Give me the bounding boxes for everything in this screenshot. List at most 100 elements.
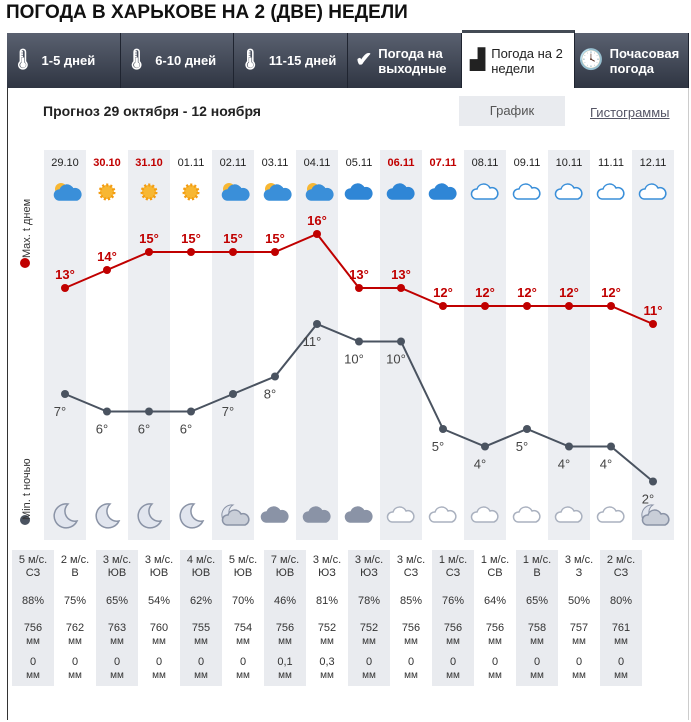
night-cloud-icon [302, 506, 331, 523]
night-temp-label: 11° [303, 334, 322, 349]
date-label: 01.11 [178, 157, 205, 169]
humidity-cell: 64% [483, 594, 507, 607]
precip-cell: 0 мм [516, 652, 558, 686]
column-stripe [632, 150, 674, 540]
precip-cell: 0 мм [68, 656, 82, 681]
wind-cell: 1 м/с. СВ [480, 554, 510, 579]
humidity-cell: 54% [147, 594, 171, 607]
check-icon: ✔ [355, 49, 373, 71]
precip-cell: 0 мм [236, 656, 250, 681]
pressure-cell: 761 мм [600, 618, 642, 652]
wind-cell: 2 м/с. СЗ [600, 550, 642, 584]
day-temp-label: 13° [391, 267, 411, 282]
day-partly-cloudy-icon [263, 183, 292, 201]
wind-cell: 1 м/с. В [516, 550, 558, 584]
night-temp-point [61, 390, 69, 398]
night-temp-point [145, 407, 153, 416]
day-temp-label: 16° [307, 213, 327, 228]
day-temp-point [397, 284, 405, 292]
tab-0[interactable]: 🌡 1-5 дней [7, 33, 121, 88]
day-sun-icon [140, 183, 158, 201]
column-stripe [128, 150, 170, 540]
pressure-cell: 756 мм [264, 618, 306, 652]
day-temp-point [103, 266, 111, 274]
humidity-cell: 76% [432, 584, 474, 618]
wind-cell: 2 м/с. В [60, 554, 90, 579]
day-partly-cloudy-icon [221, 183, 250, 201]
date-label: 31.10 [135, 157, 163, 169]
day-temp-point [187, 248, 195, 256]
night-temp-point [271, 372, 279, 381]
wind-cell: 3 м/с. ЮЗ [312, 554, 342, 579]
humidity-cell: 46% [264, 584, 306, 618]
humidity-cell: 70% [231, 594, 255, 607]
tab-2[interactable]: 🌡 11-15 дней [234, 33, 349, 88]
details-table: 5 м/с. СЗ 2 м/с. В 3 м/с. ЮВ 3 м/с. ЮВ 4 м/с. ЮВ 5… [12, 550, 642, 686]
column-stripe [296, 150, 338, 540]
night-temp-label: 2° [642, 492, 654, 507]
thermometer-icon: 🌡 [10, 49, 36, 71]
date-label: 30.10 [93, 157, 121, 169]
tab-1[interactable]: 🌡 6-10 дней [121, 33, 235, 88]
pressure-cell: 757 мм [569, 622, 589, 647]
tab-4[interactable]: ▟ Погода на 2 недели [461, 30, 576, 88]
tab-label: Почасовая погода [609, 45, 680, 76]
humidity-cell: 78% [348, 584, 390, 618]
thermometer-icon: 🌡 [237, 49, 263, 71]
humidity-cell: 85% [399, 594, 423, 607]
column-stripe [464, 150, 506, 540]
histogram-view-link[interactable]: Гистограммы [590, 105, 670, 120]
precip-cell: 0 мм [96, 652, 138, 686]
night-cloud-outline-icon [386, 506, 415, 523]
humidity-cell: 75% [63, 594, 87, 607]
humidity-cell: 88% [12, 584, 54, 618]
column-stripe [548, 150, 590, 540]
day-partly-cloudy-icon [305, 183, 334, 201]
day-temp-label: 12° [433, 285, 453, 300]
day-temp-point [523, 302, 531, 310]
night-cloud-outline-icon [596, 506, 625, 523]
pressure-cell: 756 мм [432, 618, 474, 652]
precip-cell: 0 мм [180, 652, 222, 686]
graph-view-button[interactable]: График [459, 96, 565, 126]
humidity-cell: 65% [96, 584, 138, 618]
night-temp-point [397, 337, 405, 346]
precip-cell: 0 мм [12, 652, 54, 686]
day-temp-label: 12° [559, 285, 579, 300]
day-cloud-outline-icon [638, 183, 667, 200]
day-cloud-outline-icon [470, 183, 499, 200]
wind-cell: 3 м/с. ЮВ [144, 554, 174, 579]
date-label: 12.11 [640, 157, 667, 169]
night-moon-cloud-icon [221, 504, 250, 526]
wind-cell: 3 м/с. ЮВ [96, 550, 138, 584]
tab-5[interactable]: 🕓 Почасовая погода [575, 33, 690, 88]
tab-3[interactable]: ✔ Погода на выходные [348, 33, 462, 88]
tab-label: 6-10 дней [155, 53, 217, 68]
night-temp-point [481, 442, 489, 451]
wind-cell: 3 м/с. СЗ [396, 554, 426, 579]
day-temp-label: 15° [223, 231, 243, 246]
period-tabs: 🌡 1-5 дней 🌡 6-10 дней 🌡 11-15 дней ✔ Погода на… [7, 30, 690, 88]
day-temp-point [355, 284, 363, 292]
day-temp-label: 15° [139, 231, 159, 246]
precip-cell: 0 мм [488, 656, 502, 681]
day-temp-point [61, 284, 69, 292]
night-temp-label: 7° [222, 404, 234, 419]
night-temp-point [523, 425, 531, 433]
night-cloud-outline-icon [512, 506, 541, 523]
night-moon-icon [95, 503, 121, 529]
night-moon-cloud-icon [641, 504, 670, 526]
humidity-cell: 50% [567, 594, 591, 607]
pressure-cell: 754 мм [233, 622, 253, 647]
night-temp-label: 10° [386, 352, 406, 367]
day-temp-label: 12° [475, 285, 495, 300]
date-label: 05.11 [346, 157, 373, 169]
day-sun-icon [98, 183, 116, 201]
night-temp-label: 6° [180, 422, 192, 437]
night-temp-label: 8° [264, 387, 276, 402]
day-temp-label: 15° [181, 231, 201, 246]
date-label: 02.11 [220, 157, 247, 169]
pressure-cell: 756 мм [485, 622, 505, 647]
tab-label: Погода на 2 недели [491, 45, 563, 76]
night-temp-point [649, 477, 657, 486]
